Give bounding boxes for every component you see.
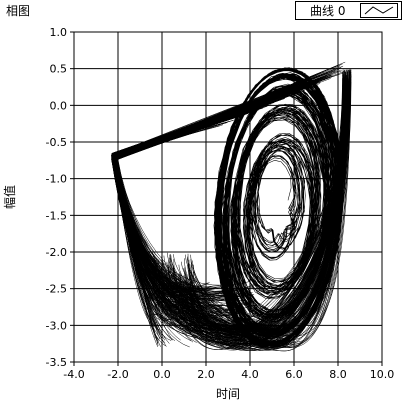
x-tick-label: -2.0	[107, 368, 128, 381]
y-tick-label: -0.5	[46, 136, 67, 149]
x-tick-label: -4.0	[63, 368, 84, 381]
y-tick-label: -1.0	[46, 173, 67, 186]
y-tick-label: -2.5	[46, 283, 67, 296]
y-axis-label: 幅值	[2, 185, 17, 209]
x-tick-label: 10.0	[370, 368, 395, 381]
y-axis: 1.0 0.5 0.0 -0.5 -1.0 -1.5 -2.0 -2.5 -3.0 -3.5	[46, 26, 74, 369]
y-tick-label: 0.5	[50, 63, 68, 76]
legend[interactable]: 曲线 0	[295, 1, 402, 20]
y-tick-label: -3.5	[46, 356, 67, 369]
x-tick-label: 2.0	[197, 368, 215, 381]
x-tick-label: 6.0	[285, 368, 303, 381]
trajectory-series	[111, 61, 352, 352]
y-tick-label: 0.0	[50, 99, 68, 112]
chart-title: 相图	[6, 4, 31, 18]
x-axis: -4.0 -2.0 0.0 2.0 4.0 6.0 8.0 10.0	[63, 362, 394, 381]
y-tick-label: -3.0	[46, 319, 67, 332]
trajectory-line-envelope	[151, 69, 352, 352]
x-tick-label: 4.0	[241, 368, 259, 381]
x-axis-label: 时间	[216, 387, 240, 401]
y-tick-label: -2.0	[46, 246, 67, 259]
x-tick-label: 0.0	[153, 368, 171, 381]
y-tick-label: -1.5	[46, 209, 67, 222]
y-tick-label: 1.0	[50, 26, 68, 39]
x-tick-label: 8.0	[329, 368, 347, 381]
line-swatch-icon	[360, 3, 398, 18]
legend-label: 曲线 0	[310, 4, 346, 18]
plot-frame	[73, 31, 383, 363]
